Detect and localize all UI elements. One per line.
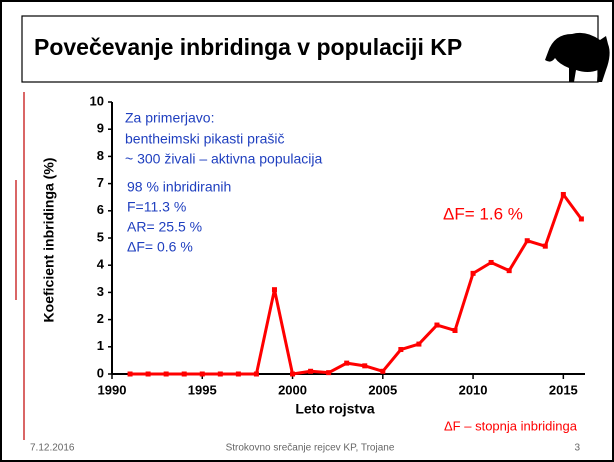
data-point bbox=[561, 192, 566, 197]
slide: Povečevanje inbridinga v populaciji KP 7… bbox=[0, 0, 614, 462]
data-point bbox=[380, 369, 385, 374]
data-point bbox=[236, 372, 241, 377]
annotation: 98 % inbridiranih bbox=[127, 179, 231, 195]
y-tick-label: 1 bbox=[97, 338, 104, 353]
slide-title: Povečevanje inbridinga v populaciji KP bbox=[34, 34, 462, 60]
data-point bbox=[525, 238, 530, 243]
data-point bbox=[146, 372, 151, 377]
footer-text: Strokovno srečanje rejcev KP, Trojane bbox=[226, 443, 395, 454]
annotation: ΔF= 1.6 % bbox=[443, 204, 523, 223]
x-axis-label: Leto rojstva bbox=[295, 401, 375, 417]
y-tick-label: 7 bbox=[97, 175, 104, 190]
data-point bbox=[272, 287, 277, 292]
data-point bbox=[326, 370, 331, 375]
x-tick-label: 1995 bbox=[188, 382, 217, 397]
data-point bbox=[579, 216, 584, 221]
data-point bbox=[200, 372, 205, 377]
data-point bbox=[344, 361, 349, 366]
annotation: bentheimski pikasti prašič bbox=[125, 131, 285, 147]
data-point bbox=[471, 271, 476, 276]
y-tick-label: 4 bbox=[97, 257, 105, 272]
data-point bbox=[507, 268, 512, 273]
y-tick-label: 2 bbox=[97, 311, 104, 326]
data-point bbox=[398, 347, 403, 352]
x-tick-label: 2000 bbox=[278, 382, 307, 397]
x-tick-label: 2010 bbox=[459, 382, 488, 397]
data-point bbox=[218, 372, 223, 377]
data-point bbox=[254, 372, 259, 377]
annotation: AR= 25.5 % bbox=[127, 219, 202, 235]
y-tick-label: 6 bbox=[97, 202, 104, 217]
x-tick-label: 1990 bbox=[98, 382, 127, 397]
y-tick-label: 3 bbox=[97, 284, 104, 299]
y-tick-label: 0 bbox=[97, 365, 104, 380]
y-tick-label: 8 bbox=[97, 148, 104, 163]
annotation: ~ 300 živali – aktivna populacija bbox=[125, 151, 323, 167]
annotation: ΔF – stopnja inbridinga bbox=[444, 418, 578, 433]
data-point bbox=[434, 323, 439, 328]
x-tick-label: 2005 bbox=[368, 382, 397, 397]
data-point bbox=[543, 244, 548, 249]
data-point bbox=[290, 372, 295, 377]
data-point bbox=[416, 342, 421, 347]
data-point bbox=[182, 372, 187, 377]
y-tick-label: 5 bbox=[97, 229, 104, 244]
y-axis-label: Koeficient inbridinga (%) bbox=[41, 158, 57, 323]
data-point bbox=[128, 372, 133, 377]
data-point bbox=[362, 363, 367, 368]
annotation: Za primerjavo: bbox=[125, 110, 214, 126]
page-number: 3 bbox=[574, 443, 580, 454]
y-tick-label: 10 bbox=[90, 93, 104, 108]
data-point bbox=[489, 260, 494, 265]
annotation: ΔF= 0.6 % bbox=[127, 239, 193, 255]
data-point bbox=[164, 372, 169, 377]
y-tick-label: 9 bbox=[97, 121, 104, 136]
x-tick-label: 2015 bbox=[549, 382, 578, 397]
annotation: F=11.3 % bbox=[127, 199, 186, 215]
data-point bbox=[308, 369, 313, 374]
data-point bbox=[453, 328, 458, 333]
footer-date: 7.12.2016 bbox=[30, 443, 75, 454]
